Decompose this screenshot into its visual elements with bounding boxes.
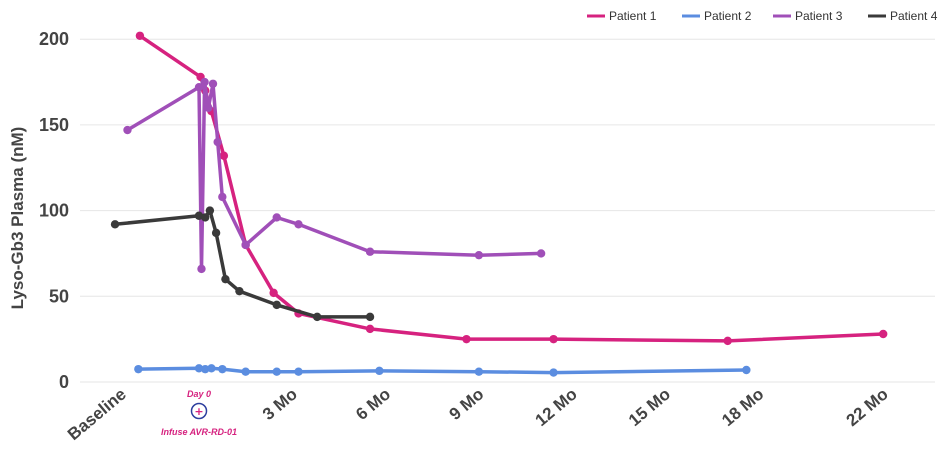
data-point [365,324,375,334]
y-axis-ticks: 0 50 100 150 200 [39,29,69,392]
x-tick-label: 12 Mo [532,385,581,431]
series-line-3 [125,80,543,271]
data-point [879,329,888,339]
gridlines [80,38,935,383]
data-point [742,365,751,375]
data-point [375,366,384,376]
series-4 [110,206,375,322]
data-point [241,240,250,250]
data-point [272,300,281,310]
y-tick-label: 150 [39,115,69,135]
data-point [218,364,227,374]
legend-label: Patient 1 [609,9,657,23]
y-tick-label: 0 [59,372,69,392]
data-point [208,79,218,88]
series-1 [135,31,888,346]
data-point [207,364,216,373]
x-tick-label: 18 Mo [718,385,767,431]
day0-annotation: Day 0 + Infuse AVR-RD-01 [161,389,237,437]
legend-label: Patient 2 [704,9,752,23]
y-tick-label: 50 [49,286,69,306]
data-point [269,288,278,298]
data-point [110,220,120,229]
series-3 [123,77,546,274]
legend-label: Patient 3 [795,9,843,23]
data-point [462,334,471,344]
data-point [365,247,375,256]
data-point [123,125,132,135]
data-point [205,206,215,215]
data-point [294,220,303,229]
x-tick-label: 22 Mo [843,385,892,431]
data-point [211,228,221,238]
data-point [536,249,546,258]
series-2 [134,364,751,377]
data-point [272,367,281,376]
data-point [241,367,250,376]
x-tick-label: 6 Mo [352,385,394,424]
data-point [312,312,322,322]
data-point [197,264,206,274]
infusion-plus-icon: + [194,405,203,418]
data-point [201,364,210,374]
data-point [218,192,227,202]
data-point [365,312,375,322]
day0-label: Day 0 [187,389,211,399]
data-point [194,82,204,92]
data-point [235,286,244,296]
data-point [201,213,210,222]
data-point [134,364,143,374]
data-point [219,151,229,160]
y-tick-label: 100 [39,201,69,221]
data-point [135,31,145,40]
infusion-label: Infuse AVR-RD-01 [161,427,237,437]
y-axis-label: Lyso-Gb3 Plasma (nM) [8,127,27,310]
series-lines [110,31,888,377]
legend: Patient 1 Patient 2 Patient 3 Patient 4 [587,9,938,23]
data-point [474,250,484,260]
data-point [204,103,213,112]
legend-label: Patient 4 [890,9,938,23]
infusion-marker-icon [190,402,208,420]
data-point [194,364,204,373]
data-point [723,336,732,346]
x-tick-label: Baseline [64,385,130,445]
series-line-2 [136,366,749,375]
data-point [213,137,222,147]
y-tick-label: 200 [39,29,69,49]
data-point [272,213,281,222]
data-point [200,77,209,87]
data-point [474,367,484,376]
x-tick-label: 15 Mo [625,385,674,431]
x-tick-label: 9 Mo [446,385,488,424]
data-point [549,334,558,344]
data-point [294,367,303,376]
data-point [549,368,558,377]
data-point [221,274,230,284]
x-tick-label: 3 Mo [259,385,301,424]
